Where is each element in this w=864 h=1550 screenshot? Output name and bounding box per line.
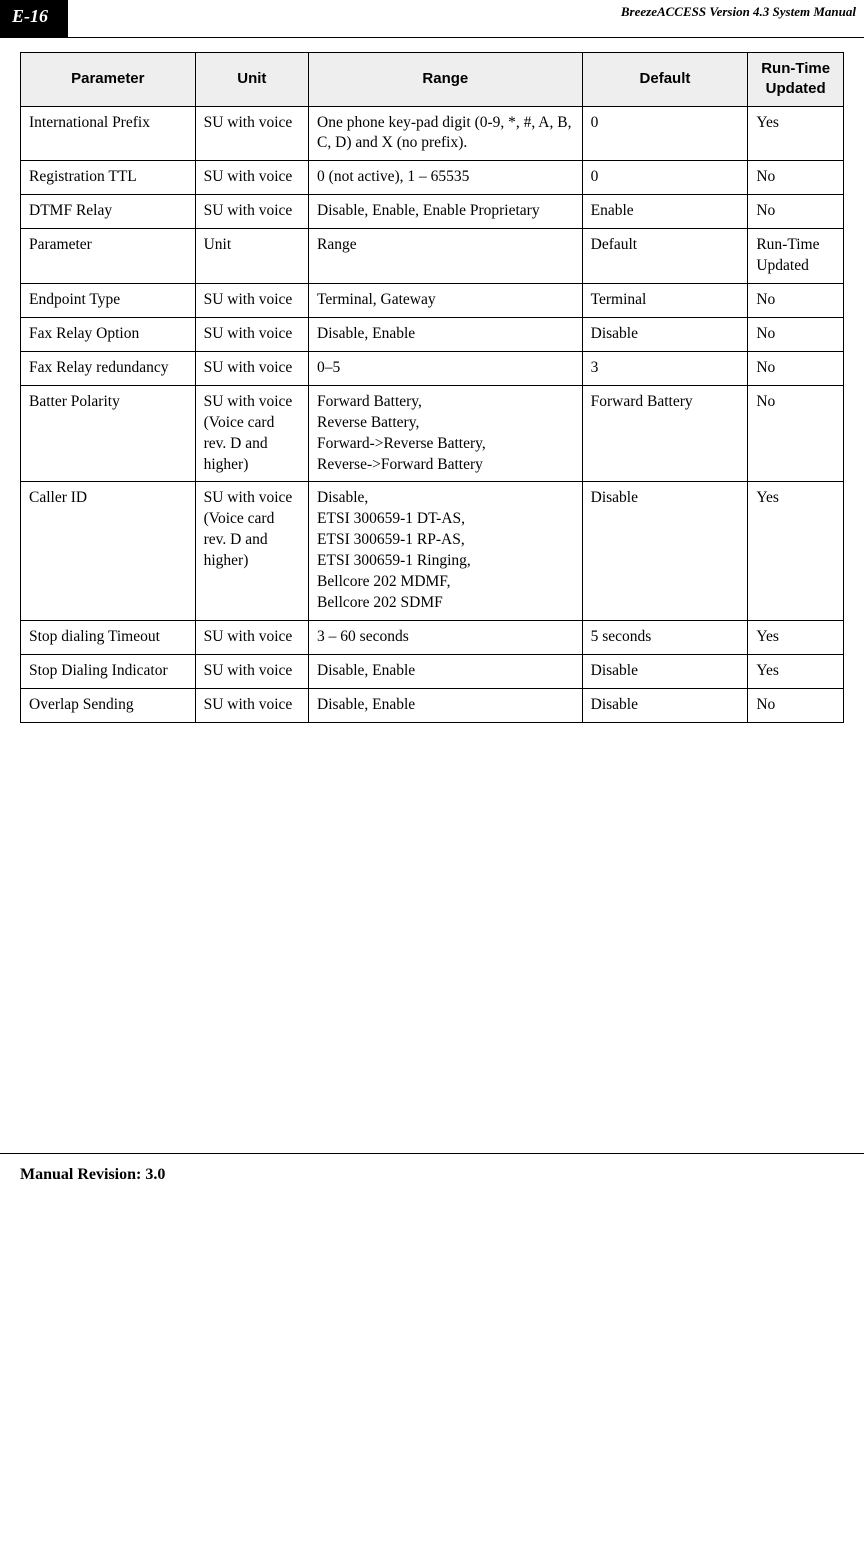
cell-default: 3 [582, 351, 748, 385]
cell-param: Endpoint Type [21, 284, 196, 318]
cell-default: 0 [582, 106, 748, 161]
table-row: Stop dialing TimeoutSU with voice3 – 60 … [21, 621, 844, 655]
cell-default: Disable [582, 482, 748, 621]
table-row: Stop Dialing IndicatorSU with voiceDisab… [21, 654, 844, 688]
cell-param: Fax Relay Option [21, 317, 196, 351]
cell-rtu: Yes [748, 654, 844, 688]
cell-rtu: No [748, 317, 844, 351]
table-row: Caller IDSU with voice (Voice card rev. … [21, 482, 844, 621]
cell-unit: SU with voice [195, 161, 308, 195]
cell-param: Fax Relay redundancy [21, 351, 196, 385]
cell-param: Overlap Sending [21, 688, 196, 722]
table-row: DTMF RelaySU with voiceDisable, Enable, … [21, 195, 844, 229]
cell-rtu: No [748, 284, 844, 318]
cell-param: Registration TTL [21, 161, 196, 195]
cell-rtu: No [748, 688, 844, 722]
cell-param: Parameter [21, 229, 196, 284]
cell-rtu: No [748, 195, 844, 229]
page-header: E-16 BreezeACCESS Version 4.3 System Man… [0, 0, 864, 38]
cell-rtu: Run-Time Updated [748, 229, 844, 284]
col-runtime-updated: Run-Time Updated [748, 53, 844, 107]
cell-range: One phone key-pad digit (0-9, *, #, A, B… [309, 106, 583, 161]
page-footer: Manual Revision: 3.0 [0, 1153, 864, 1184]
cell-param: DTMF Relay [21, 195, 196, 229]
table-row: International PrefixSU with voiceOne pho… [21, 106, 844, 161]
cell-unit: SU with voice [195, 284, 308, 318]
table-row: Registration TTLSU with voice0 (not acti… [21, 161, 844, 195]
cell-default: Forward Battery [582, 385, 748, 482]
col-default: Default [582, 53, 748, 107]
cell-param: International Prefix [21, 106, 196, 161]
table-row: Fax Relay redundancySU with voice0–53No [21, 351, 844, 385]
table-header-row: Parameter Unit Range Default Run-Time Up… [21, 53, 844, 107]
cell-range: Disable, Enable [309, 654, 583, 688]
table-row: Overlap SendingSU with voiceDisable, Ena… [21, 688, 844, 722]
cell-range: 0 (not active), 1 – 65535 [309, 161, 583, 195]
table-container: Parameter Unit Range Default Run-Time Up… [0, 52, 864, 723]
cell-default: 5 seconds [582, 621, 748, 655]
cell-param: Caller ID [21, 482, 196, 621]
cell-range: 0–5 [309, 351, 583, 385]
cell-range: Disable, Enable [309, 688, 583, 722]
col-unit: Unit [195, 53, 308, 107]
cell-rtu: No [748, 351, 844, 385]
page-number: E-16 [0, 0, 68, 37]
col-parameter: Parameter [21, 53, 196, 107]
parameters-table: Parameter Unit Range Default Run-Time Up… [20, 52, 844, 723]
cell-param: Stop Dialing Indicator [21, 654, 196, 688]
document-title: BreezeACCESS Version 4.3 System Manual [68, 0, 864, 37]
col-range: Range [309, 53, 583, 107]
cell-rtu: Yes [748, 621, 844, 655]
cell-range: Disable, Enable [309, 317, 583, 351]
cell-range: Disable, Enable, Enable Proprietary [309, 195, 583, 229]
table-row: ParameterUnitRangeDefaultRun-Time Update… [21, 229, 844, 284]
cell-default: Enable [582, 195, 748, 229]
cell-range: Disable, ETSI 300659-1 DT-AS, ETSI 30065… [309, 482, 583, 621]
cell-unit: SU with voice [195, 106, 308, 161]
cell-rtu: Yes [748, 482, 844, 621]
cell-range: Terminal, Gateway [309, 284, 583, 318]
cell-param: Stop dialing Timeout [21, 621, 196, 655]
manual-revision: Manual Revision: 3.0 [20, 1166, 165, 1183]
cell-default: Disable [582, 654, 748, 688]
cell-range: Forward Battery, Reverse Battery, Forwar… [309, 385, 583, 482]
cell-unit: SU with voice [195, 317, 308, 351]
table-row: Fax Relay OptionSU with voiceDisable, En… [21, 317, 844, 351]
cell-rtu: No [748, 385, 844, 482]
cell-unit: SU with voice (Voice card rev. D and hig… [195, 385, 308, 482]
table-body: International PrefixSU with voiceOne pho… [21, 106, 844, 722]
cell-default: Disable [582, 317, 748, 351]
cell-unit: SU with voice [195, 688, 308, 722]
cell-unit: SU with voice [195, 351, 308, 385]
cell-param: Batter Polarity [21, 385, 196, 482]
cell-rtu: No [748, 161, 844, 195]
cell-default: Default [582, 229, 748, 284]
cell-default: 0 [582, 161, 748, 195]
table-row: Batter PolaritySU with voice (Voice card… [21, 385, 844, 482]
cell-unit: SU with voice (Voice card rev. D and hig… [195, 482, 308, 621]
cell-unit: Unit [195, 229, 308, 284]
cell-default: Terminal [582, 284, 748, 318]
table-row: Endpoint TypeSU with voiceTerminal, Gate… [21, 284, 844, 318]
cell-unit: SU with voice [195, 621, 308, 655]
cell-range: 3 – 60 seconds [309, 621, 583, 655]
cell-rtu: Yes [748, 106, 844, 161]
cell-unit: SU with voice [195, 654, 308, 688]
cell-default: Disable [582, 688, 748, 722]
cell-range: Range [309, 229, 583, 284]
cell-unit: SU with voice [195, 195, 308, 229]
